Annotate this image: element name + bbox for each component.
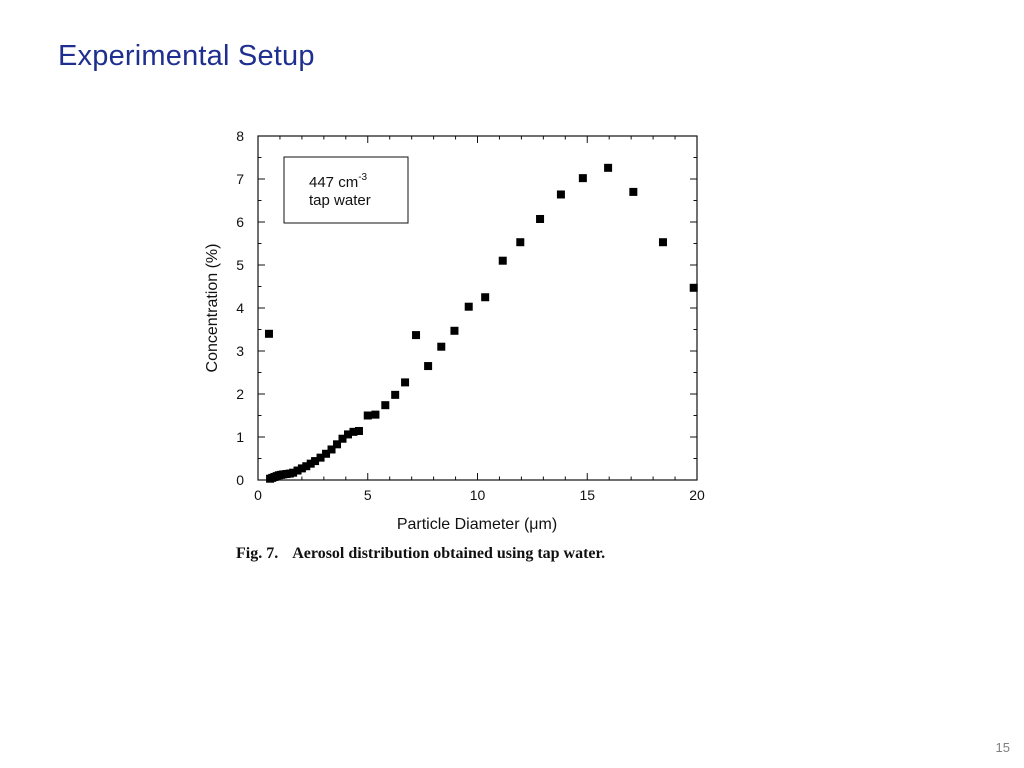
data-point xyxy=(556,190,565,199)
y-axis: 0 1 2 3 4 5 6 7 8 xyxy=(236,128,697,488)
x-tick-label: 10 xyxy=(470,487,486,503)
data-point xyxy=(327,445,336,454)
y-tick-label: 0 xyxy=(236,472,244,488)
data-point xyxy=(302,462,311,471)
data-point xyxy=(349,427,358,436)
legend-line1: 447 cm-3 xyxy=(309,172,368,191)
y-tick-label: 6 xyxy=(236,214,244,230)
y-tick-label: 7 xyxy=(236,171,244,187)
data-point xyxy=(689,283,698,292)
data-point xyxy=(464,302,473,311)
data-point xyxy=(424,362,433,371)
scatter-chart: 0 5 10 15 20 0 1 2 3 4 5 6 7 8 447 cm-3 tap water Pa… xyxy=(204,128,705,533)
x-axis-title: Particle Diameter (μm) xyxy=(397,516,557,533)
data-point xyxy=(658,238,667,247)
data-point xyxy=(363,411,372,420)
legend-line2: tap water xyxy=(309,192,371,209)
data-point xyxy=(629,187,638,196)
data-point xyxy=(316,453,325,462)
data-point xyxy=(481,293,490,302)
data-point xyxy=(264,329,273,338)
y-tick-label: 1 xyxy=(236,429,244,445)
figure: 0 5 10 15 20 0 1 2 3 4 5 6 7 8 447 cm-3 tap water Pa… xyxy=(190,118,730,578)
figure-caption-text: Aerosol distribution obtained using tap … xyxy=(292,545,606,562)
data-point xyxy=(371,410,380,419)
y-tick-label: 4 xyxy=(236,300,244,316)
y-axis-title: Concentration (%) xyxy=(204,244,221,373)
page-number: 15 xyxy=(995,740,1010,755)
data-point xyxy=(343,430,352,439)
data-point xyxy=(354,426,363,435)
data-points xyxy=(264,163,698,483)
data-point xyxy=(322,449,331,458)
data-point xyxy=(289,468,298,477)
y-tick-label: 8 xyxy=(236,128,244,144)
data-point xyxy=(412,331,421,340)
data-point xyxy=(311,457,320,466)
data-point xyxy=(536,214,545,223)
data-point xyxy=(297,464,306,473)
x-tick-label: 15 xyxy=(579,487,595,503)
y-tick-label: 3 xyxy=(236,343,244,359)
data-point xyxy=(498,256,507,265)
x-tick-label: 0 xyxy=(254,487,262,503)
data-point xyxy=(604,163,613,172)
slide-title: Experimental Setup xyxy=(58,40,315,72)
data-point xyxy=(293,466,302,475)
data-point xyxy=(381,401,390,410)
figure-caption-number: Fig. 7. xyxy=(236,545,279,562)
data-point xyxy=(333,440,342,449)
data-point xyxy=(516,238,525,247)
data-point xyxy=(450,326,459,335)
y-tick-label: 2 xyxy=(236,386,244,402)
data-point xyxy=(401,378,410,387)
data-point xyxy=(391,390,400,399)
x-tick-label: 20 xyxy=(689,487,705,503)
figure-caption: Fig. 7. Aerosol distribution obtained usi… xyxy=(236,545,605,563)
data-point xyxy=(437,342,446,351)
data-point xyxy=(578,174,587,183)
data-point xyxy=(338,434,347,443)
legend-box: 447 cm-3 tap water xyxy=(283,156,409,224)
y-tick-label: 5 xyxy=(236,257,244,273)
x-axis: 0 5 10 15 20 xyxy=(254,136,705,503)
data-point xyxy=(306,459,315,468)
x-tick-label: 5 xyxy=(364,487,372,503)
